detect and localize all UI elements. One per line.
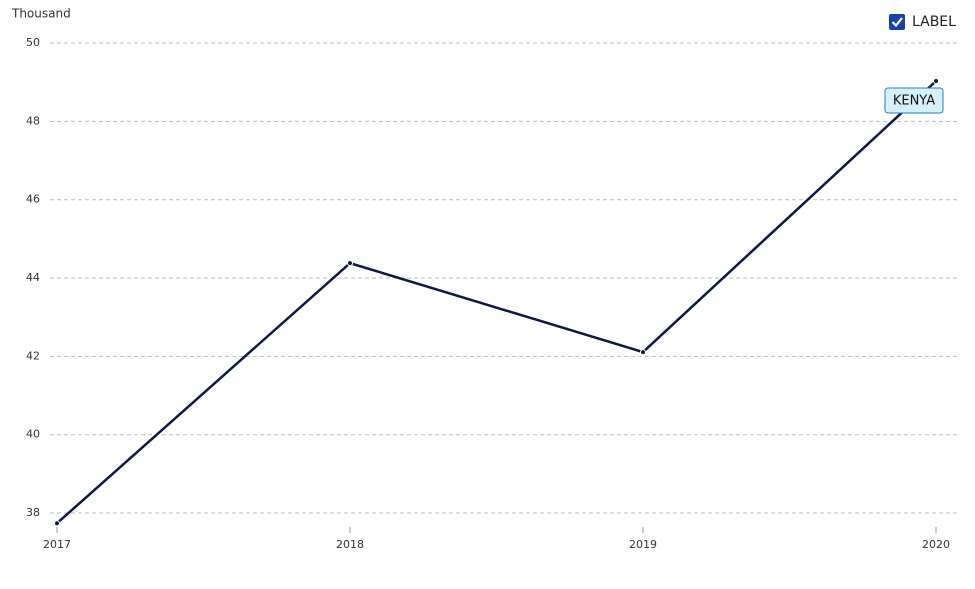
x-tick-label: 2019 xyxy=(629,538,657,551)
y-tick-label: 48 xyxy=(26,114,40,127)
point xyxy=(640,349,646,356)
y-tick-label: 46 xyxy=(26,193,40,206)
series-label: KENYA xyxy=(893,94,935,109)
x-tick-label: 2018 xyxy=(336,538,364,551)
point xyxy=(933,78,939,85)
label-toggle[interactable]: LABEL xyxy=(889,14,956,30)
y-tick-label: 50 xyxy=(26,36,40,49)
point xyxy=(54,520,60,527)
y-axis-label: Thousand xyxy=(11,7,71,21)
y-tick-label: 40 xyxy=(26,428,40,441)
point xyxy=(347,260,353,267)
toggle-label[interactable]: LABEL xyxy=(912,14,956,30)
checkmark xyxy=(891,17,903,28)
y-tick-label: 38 xyxy=(26,506,40,519)
checkbox[interactable] xyxy=(889,14,905,30)
x-tick-label: 2017 xyxy=(43,538,71,551)
line xyxy=(56,80,937,525)
x-tick-label: 2020 xyxy=(922,538,950,551)
y-tick-label: 44 xyxy=(26,271,40,284)
y-tick-label: 42 xyxy=(26,349,40,362)
series-label-box xyxy=(884,87,944,114)
